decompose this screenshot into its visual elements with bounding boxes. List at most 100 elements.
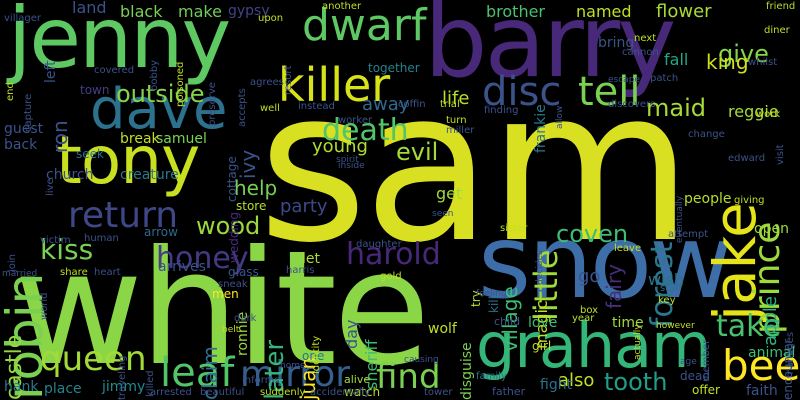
word-day: day [342,319,361,349]
word-wedding: wedding [227,212,241,263]
word-worker: worker [338,115,373,126]
word-back: back [4,137,38,153]
word-named: named [576,2,632,21]
word-barry: barry [424,0,676,100]
word-heart: heart [94,267,121,278]
word-key: key [658,295,676,306]
word-leave: leave [614,243,642,254]
word-queen: queen [40,339,147,379]
word-villager: villager [4,13,41,24]
word-turn: turn [446,115,467,126]
word-faith: faith [746,383,778,399]
word-arrives: arrives [158,259,206,275]
word-father: father [492,385,526,398]
word-sam: sam [258,44,693,289]
word-upon: upon [258,13,284,24]
word-get: get [436,184,463,203]
word-king: king [706,50,749,74]
word-maid: maid [646,94,706,122]
word-left: left [43,60,59,83]
word-eventually: eventually [675,195,685,243]
word-seen: seen [432,209,454,219]
word-one: one [302,349,325,363]
word-allow: allow [555,105,565,129]
word-arrested: arrested [150,387,192,398]
word-spirit: spirit [336,155,359,165]
word-help: help [234,176,278,200]
word-away: away [362,94,410,115]
word-give: give [718,40,769,68]
word-identity: identity [311,335,322,374]
word-beautiful: beautiful [200,387,245,398]
word-store: store [236,199,267,213]
word-patch: patch [650,73,679,84]
word-death: death [322,113,409,148]
word-people: people [684,191,732,207]
word-decides: decides [535,250,545,285]
word-jimmy: jimmy [102,379,146,395]
word-place: place [44,381,82,397]
word-life: life [442,88,470,109]
word-wolf: wolf [428,321,457,337]
word-creature: creature [120,167,179,183]
word-agrees: agrees [250,77,284,88]
word-men: men [212,287,239,301]
word-return: return [68,195,179,236]
word-find: find [376,357,441,397]
word-tell: tell [578,69,641,115]
word-graham: graham [476,309,712,382]
word-break: break [120,131,160,147]
word-box: box [580,305,599,316]
word-friend: friend [766,1,796,12]
word-arrow: arrow [144,225,178,239]
word-reggie: reggie [728,102,779,121]
word-married: married [2,269,38,279]
word-tony: tony [56,122,200,199]
word-year: year [572,313,595,324]
word-however: however [656,321,695,331]
word-frankie: frankie [533,104,549,153]
word-flower: flower [656,1,712,22]
word-fight: fight [540,377,573,393]
word-bring: bring [598,35,635,51]
word-girl: girl [532,339,552,353]
word-make: make [178,2,222,21]
word-well: well [260,103,280,114]
word-sister: sister [500,223,528,234]
word-also: also [558,370,595,391]
word-hank: hank [4,379,39,395]
word-land: land [72,0,107,17]
word-guest: guest [4,121,44,137]
word-harris: harris [286,265,315,276]
word-animal: animal [748,345,796,361]
word-open: open [754,221,789,237]
word-snow: snow [478,203,733,322]
word-live: live [45,178,56,196]
word-dark: dark [234,313,257,324]
word-wood: wood [196,212,261,240]
word-fairy: fairy [602,264,626,309]
word-seek: seek [76,147,104,161]
word-tooth: tooth [604,368,668,396]
word-coven: coven [556,220,629,248]
word-suddenly: suddenly [260,387,306,398]
word-instead: instead [298,101,335,112]
word-watch: watch [344,385,381,399]
word-trial: trial [440,99,460,110]
word-harold: harold [346,237,441,272]
word-glass: glass [228,265,259,279]
word-mirror: mirror [240,354,351,395]
word-inside: inside [338,161,365,171]
word-edward: edward [728,153,766,164]
word-belt: belt [222,325,240,335]
word-staff: staff [660,283,683,294]
word-traveling: traveling [117,355,128,400]
word-wish: wish [648,270,685,289]
word-gypsy: gypsy [228,3,270,19]
word-finding: finding [484,105,519,116]
word-causing: causing [404,355,439,365]
word-evil: evil [396,138,439,166]
word-jenny: jenny [8,0,231,87]
word-together: together [368,61,420,75]
